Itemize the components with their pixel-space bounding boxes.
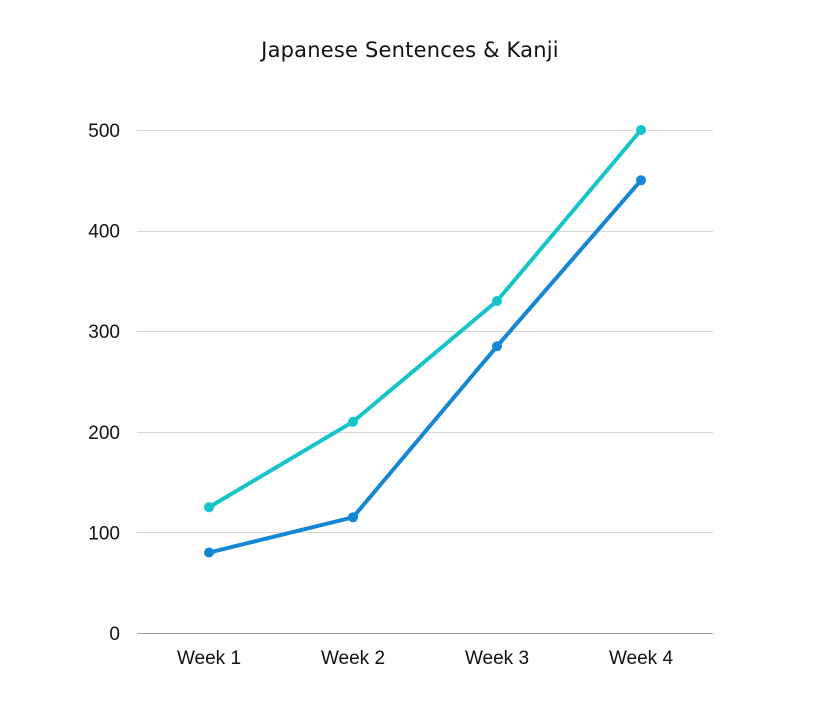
- chart-title: Japanese Sentences & Kanji: [261, 38, 559, 62]
- data-point: [204, 547, 214, 558]
- data-point: [492, 296, 502, 307]
- x-tick-label: Week 4: [609, 648, 674, 669]
- x-tick-label: Week 2: [321, 648, 385, 669]
- data-point: [204, 502, 214, 513]
- x-tick-label: Week 3: [465, 648, 529, 669]
- gridlines: [137, 130, 713, 634]
- series-1: [204, 125, 646, 513]
- y-tick-label: 0: [109, 624, 120, 645]
- series-lines: [204, 125, 646, 558]
- y-axis-ticks: 0 100 200 300 400 500: [88, 121, 120, 645]
- data-point: [636, 175, 646, 186]
- y-tick-label: 300: [88, 322, 120, 343]
- series-2: [204, 175, 646, 558]
- y-tick-label: 200: [88, 423, 120, 444]
- y-tick-label: 500: [88, 121, 120, 142]
- x-axis-ticks: Week 1 Week 2 Week 3 Week 4: [177, 648, 674, 669]
- data-point: [348, 512, 358, 523]
- y-tick-label: 400: [88, 222, 120, 243]
- y-tick-label: 100: [88, 523, 120, 544]
- series-line: [207, 178, 643, 555]
- data-point: [492, 341, 502, 352]
- data-point: [636, 125, 646, 135]
- series-line: [207, 128, 643, 510]
- x-tick-label: Week 1: [177, 648, 241, 669]
- data-point: [348, 416, 358, 427]
